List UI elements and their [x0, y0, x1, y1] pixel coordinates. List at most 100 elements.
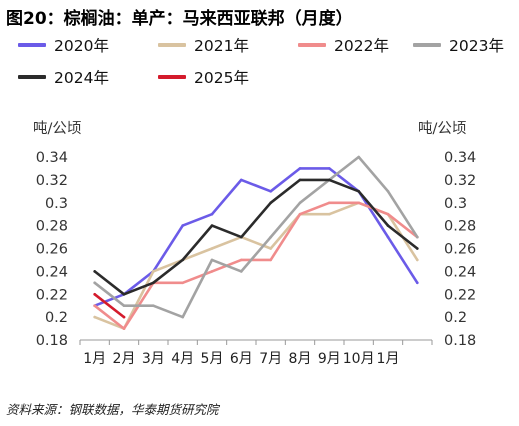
data-point-2020	[240, 178, 243, 182]
y-axis-unit-left: 吨/公顷	[33, 120, 81, 137]
data-point-2020	[181, 224, 184, 227]
legend-swatch	[158, 43, 186, 47]
data-point-2020	[386, 235, 390, 239]
legend-label: 2024年	[54, 69, 109, 87]
y-tick-label-right: 0.24	[444, 264, 476, 280]
legend-swatch	[298, 43, 326, 47]
data-point-2023	[152, 304, 155, 308]
x-tick-label: 6月	[230, 351, 253, 367]
y-tick-label-right: 0.32	[444, 173, 476, 189]
data-point-2021	[152, 270, 155, 273]
data-point-2024	[386, 224, 390, 227]
y-axis-unit-right: 吨/公顷	[418, 120, 466, 137]
series-line-2022	[93, 201, 419, 330]
data-point-2023	[269, 235, 273, 239]
legend-item: 2024年	[18, 66, 109, 88]
data-point-2022	[386, 212, 390, 216]
y-tick-label-right: 0.18	[444, 333, 476, 349]
data-point-2020	[298, 167, 302, 170]
data-point-2024	[328, 178, 331, 182]
data-point-2023	[416, 235, 419, 239]
legend-swatch	[18, 43, 46, 47]
y-tick-label-right: 0.34	[444, 150, 476, 166]
data-point-2022	[357, 201, 361, 205]
data-point-2023	[357, 155, 361, 159]
series-line-2020	[93, 167, 419, 308]
y-tick-label-left: 0.28	[36, 219, 68, 235]
legend-item: 2025年	[158, 66, 249, 88]
x-tick-label: 1月	[83, 351, 106, 367]
data-point-2024	[93, 270, 96, 273]
legend-item: 2022年	[298, 34, 389, 56]
legend-label: 2022年	[334, 37, 389, 55]
data-point-2023	[122, 304, 126, 308]
data-point-2021	[210, 247, 214, 250]
x-tick-label: 5月	[201, 351, 224, 367]
series-line-2023	[93, 155, 419, 319]
data-point-2024	[298, 178, 302, 182]
data-point-2022	[122, 327, 126, 330]
data-point-2024	[152, 281, 155, 285]
data-point-2021	[269, 247, 273, 250]
legend-item: 2020年	[18, 34, 109, 56]
x-tick-label: 4月	[171, 351, 194, 367]
data-point-2023	[210, 258, 214, 262]
legend-item: 2021年	[158, 34, 249, 56]
x-tick-label: 8月	[289, 351, 312, 367]
data-point-2023	[181, 315, 184, 319]
legend-swatch	[18, 75, 46, 79]
data-point-2024	[210, 224, 214, 227]
data-point-2022	[181, 281, 184, 285]
series-line-2024	[93, 178, 419, 296]
y-tick-label-left: 0.3	[45, 196, 68, 212]
data-point-2022	[93, 304, 96, 308]
legend-swatch	[158, 75, 186, 79]
x-tick-label: 1月	[377, 351, 400, 367]
data-point-2022	[269, 258, 273, 262]
series-line-2025	[93, 292, 126, 319]
data-point-2022	[240, 258, 243, 262]
data-point-2024	[240, 235, 243, 239]
y-tick-label-left: 0.26	[36, 242, 68, 258]
x-tick-label: 2月	[113, 351, 136, 367]
data-point-2020	[210, 212, 214, 216]
y-tick-label-left: 0.24	[36, 264, 68, 280]
y-tick-label-left: 0.34	[36, 150, 68, 166]
chart-title: 图20：棕榈油：单产：马来西亚联邦（月度）	[6, 9, 353, 29]
data-point-2021	[328, 212, 331, 216]
legend-swatch	[413, 43, 441, 47]
data-point-2024	[181, 258, 184, 262]
data-point-2022	[210, 270, 214, 273]
data-point-2023	[298, 201, 302, 205]
y-tick-label-right: 0.3	[444, 196, 467, 212]
legend-label: 2020年	[54, 37, 109, 55]
y-tick-label-right: 0.28	[444, 219, 476, 235]
y-tick-label-right: 0.2	[444, 310, 467, 326]
y-tick-label-left: 0.22	[36, 287, 68, 303]
data-point-2021	[416, 258, 419, 262]
y-tick-label-right: 0.22	[444, 287, 476, 303]
x-tick-label: 7月	[259, 351, 282, 367]
data-point-2020	[269, 190, 273, 193]
y-tick-label-left: 0.18	[36, 333, 68, 349]
data-point-2024	[416, 247, 419, 250]
source-note: 资料来源：钢联数据，华泰期货研究院	[6, 402, 219, 417]
data-point-2024	[122, 293, 126, 296]
x-tick-label: 10月	[343, 351, 375, 367]
legend-label: 2025年	[194, 69, 249, 87]
data-point-2020	[416, 281, 419, 285]
data-point-2024	[357, 190, 361, 193]
data-point-2024	[269, 201, 273, 205]
legend-item: 2023年	[413, 34, 504, 56]
data-point-2022	[328, 201, 331, 205]
data-point-2025	[122, 315, 126, 319]
data-point-2020	[328, 167, 331, 170]
data-point-2023	[240, 270, 243, 273]
data-point-2021	[93, 315, 96, 319]
data-point-2025	[93, 293, 96, 296]
data-point-2023	[93, 281, 96, 285]
x-tick-label: 9月	[318, 351, 341, 367]
y-tick-label-left: 0.32	[36, 173, 68, 189]
legend-label: 2021年	[194, 37, 249, 55]
